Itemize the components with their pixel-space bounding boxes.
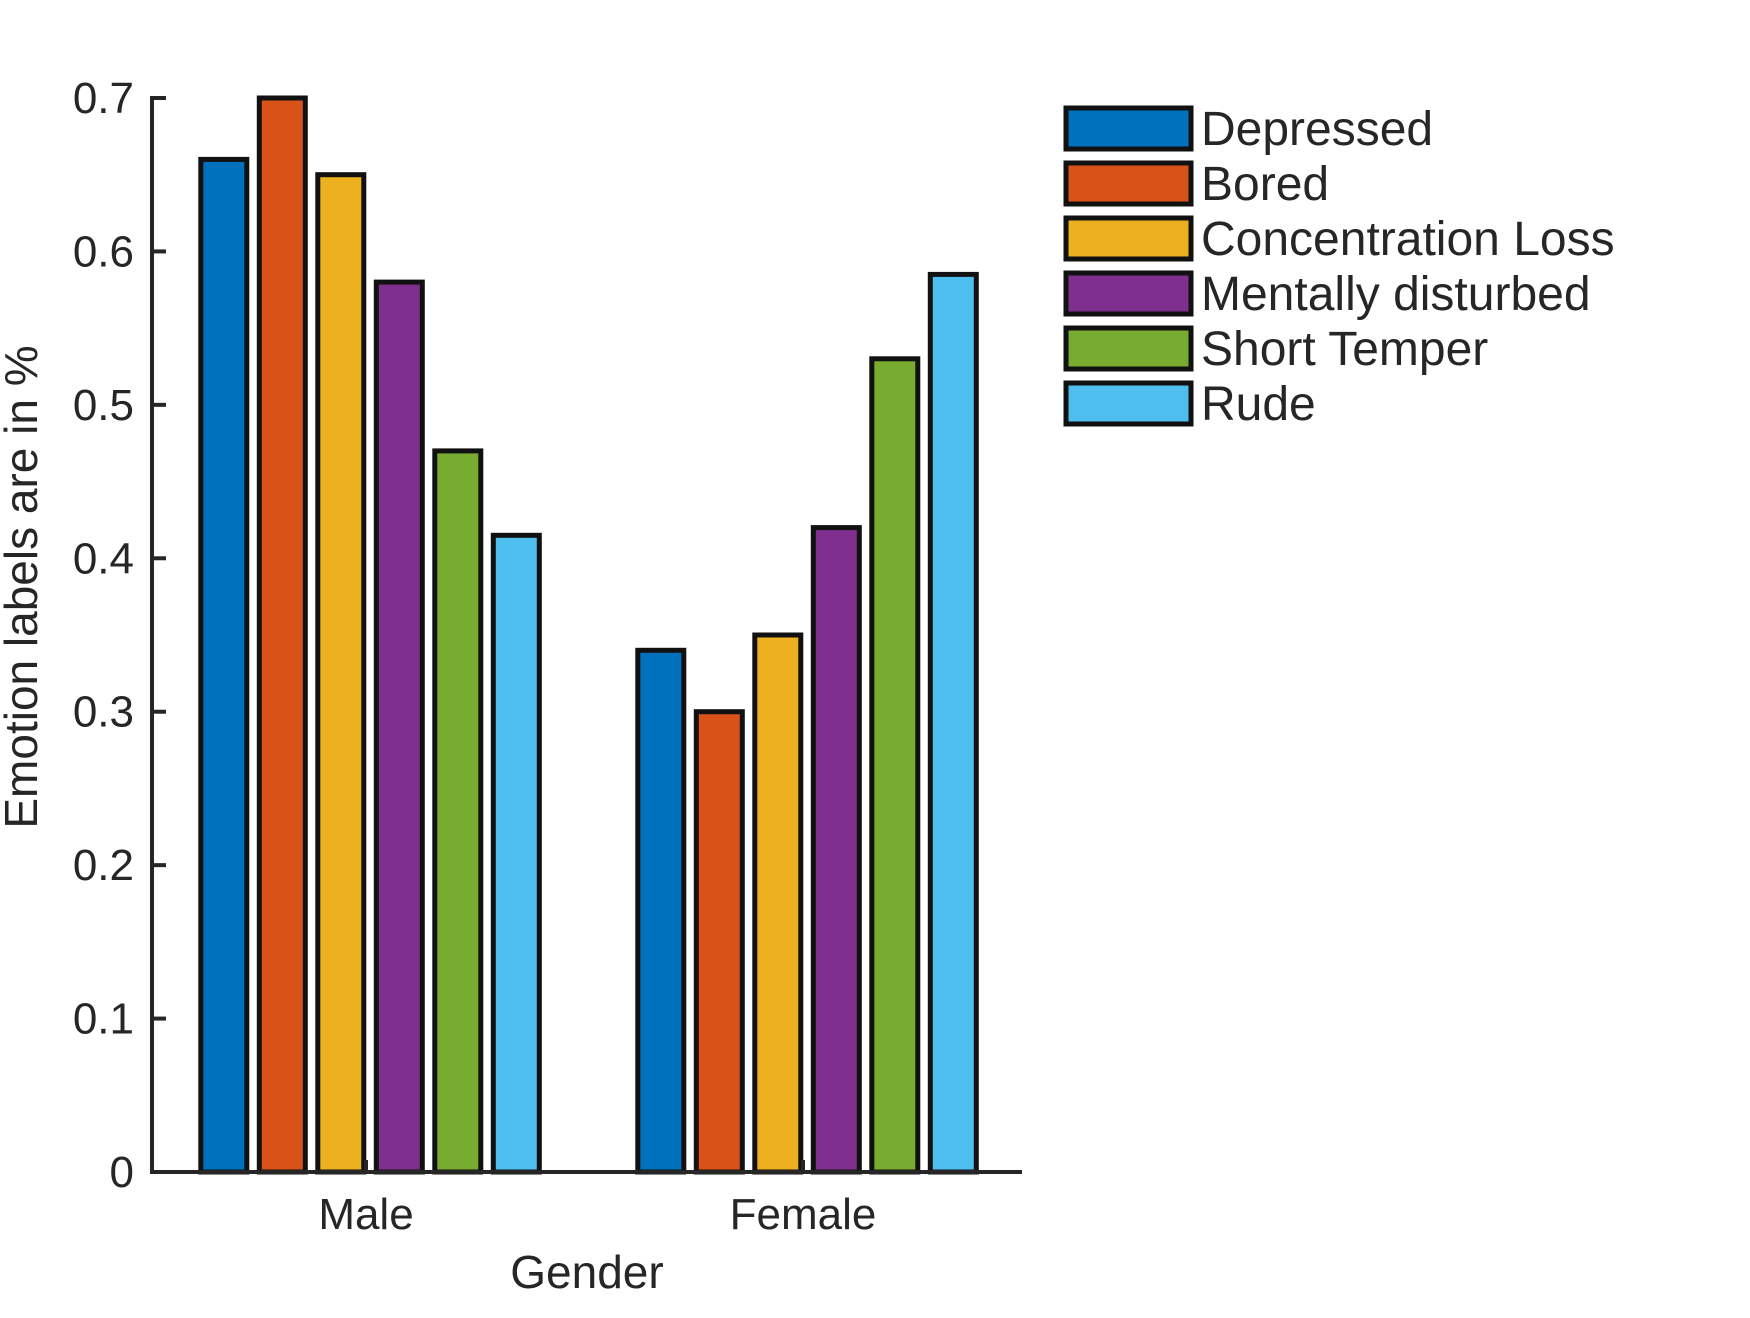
legend-swatch (1063, 270, 1194, 317)
bar-mentally-disturbed-female (810, 525, 862, 1175)
bar-short-temper-male (432, 448, 484, 1175)
y-tick-label: 0.6 (73, 227, 134, 276)
x-tick-label: Male (318, 1190, 413, 1239)
bar-depressed-male (198, 156, 250, 1175)
axes-layer: 0 0.1 0.2 0.3 0.4 0.5 0.6 0.7 Male Female (73, 74, 1022, 1239)
bar-mentally-disturbed-male (373, 279, 425, 1175)
legend-label: Rude (1201, 378, 1316, 431)
bar-bored-female (693, 709, 745, 1175)
y-tick-label: 0.5 (73, 381, 134, 430)
y-tick-label: 0 (110, 1148, 134, 1197)
legend-label: Mentally disturbed (1201, 268, 1591, 321)
bar-rude-female (927, 271, 979, 1175)
y-axis-label: Emotion labels are in % (0, 345, 47, 828)
bar-short-temper-female (869, 356, 921, 1175)
legend-swatch (1063, 105, 1194, 152)
legend-label: Short Temper (1201, 323, 1488, 376)
legend-swatch (1063, 160, 1194, 207)
y-tick-label: 0.2 (73, 841, 134, 890)
bars-layer (198, 95, 979, 1175)
bar-concentration-loss-female (752, 632, 804, 1175)
x-tick-label: Female (730, 1190, 877, 1239)
y-tick-label: 0.4 (73, 534, 134, 583)
y-tick-label: 0.3 (73, 688, 134, 737)
bar-concentration-loss-male (315, 172, 367, 1175)
legend-label: Bored (1201, 158, 1329, 211)
bar-rude-male (490, 532, 542, 1175)
legend-swatch (1063, 325, 1194, 372)
legend-label: Depressed (1201, 103, 1433, 156)
bar-depressed-female (635, 647, 687, 1175)
legend-label: Concentration Loss (1201, 213, 1615, 266)
bar-bored-male (256, 95, 308, 1175)
legend-swatch (1063, 380, 1194, 427)
y-tick-label: 0.7 (73, 74, 134, 123)
x-axis-label: Gender (510, 1246, 663, 1298)
legend-swatch (1063, 215, 1194, 262)
y-tick-label: 0.1 (73, 995, 134, 1044)
